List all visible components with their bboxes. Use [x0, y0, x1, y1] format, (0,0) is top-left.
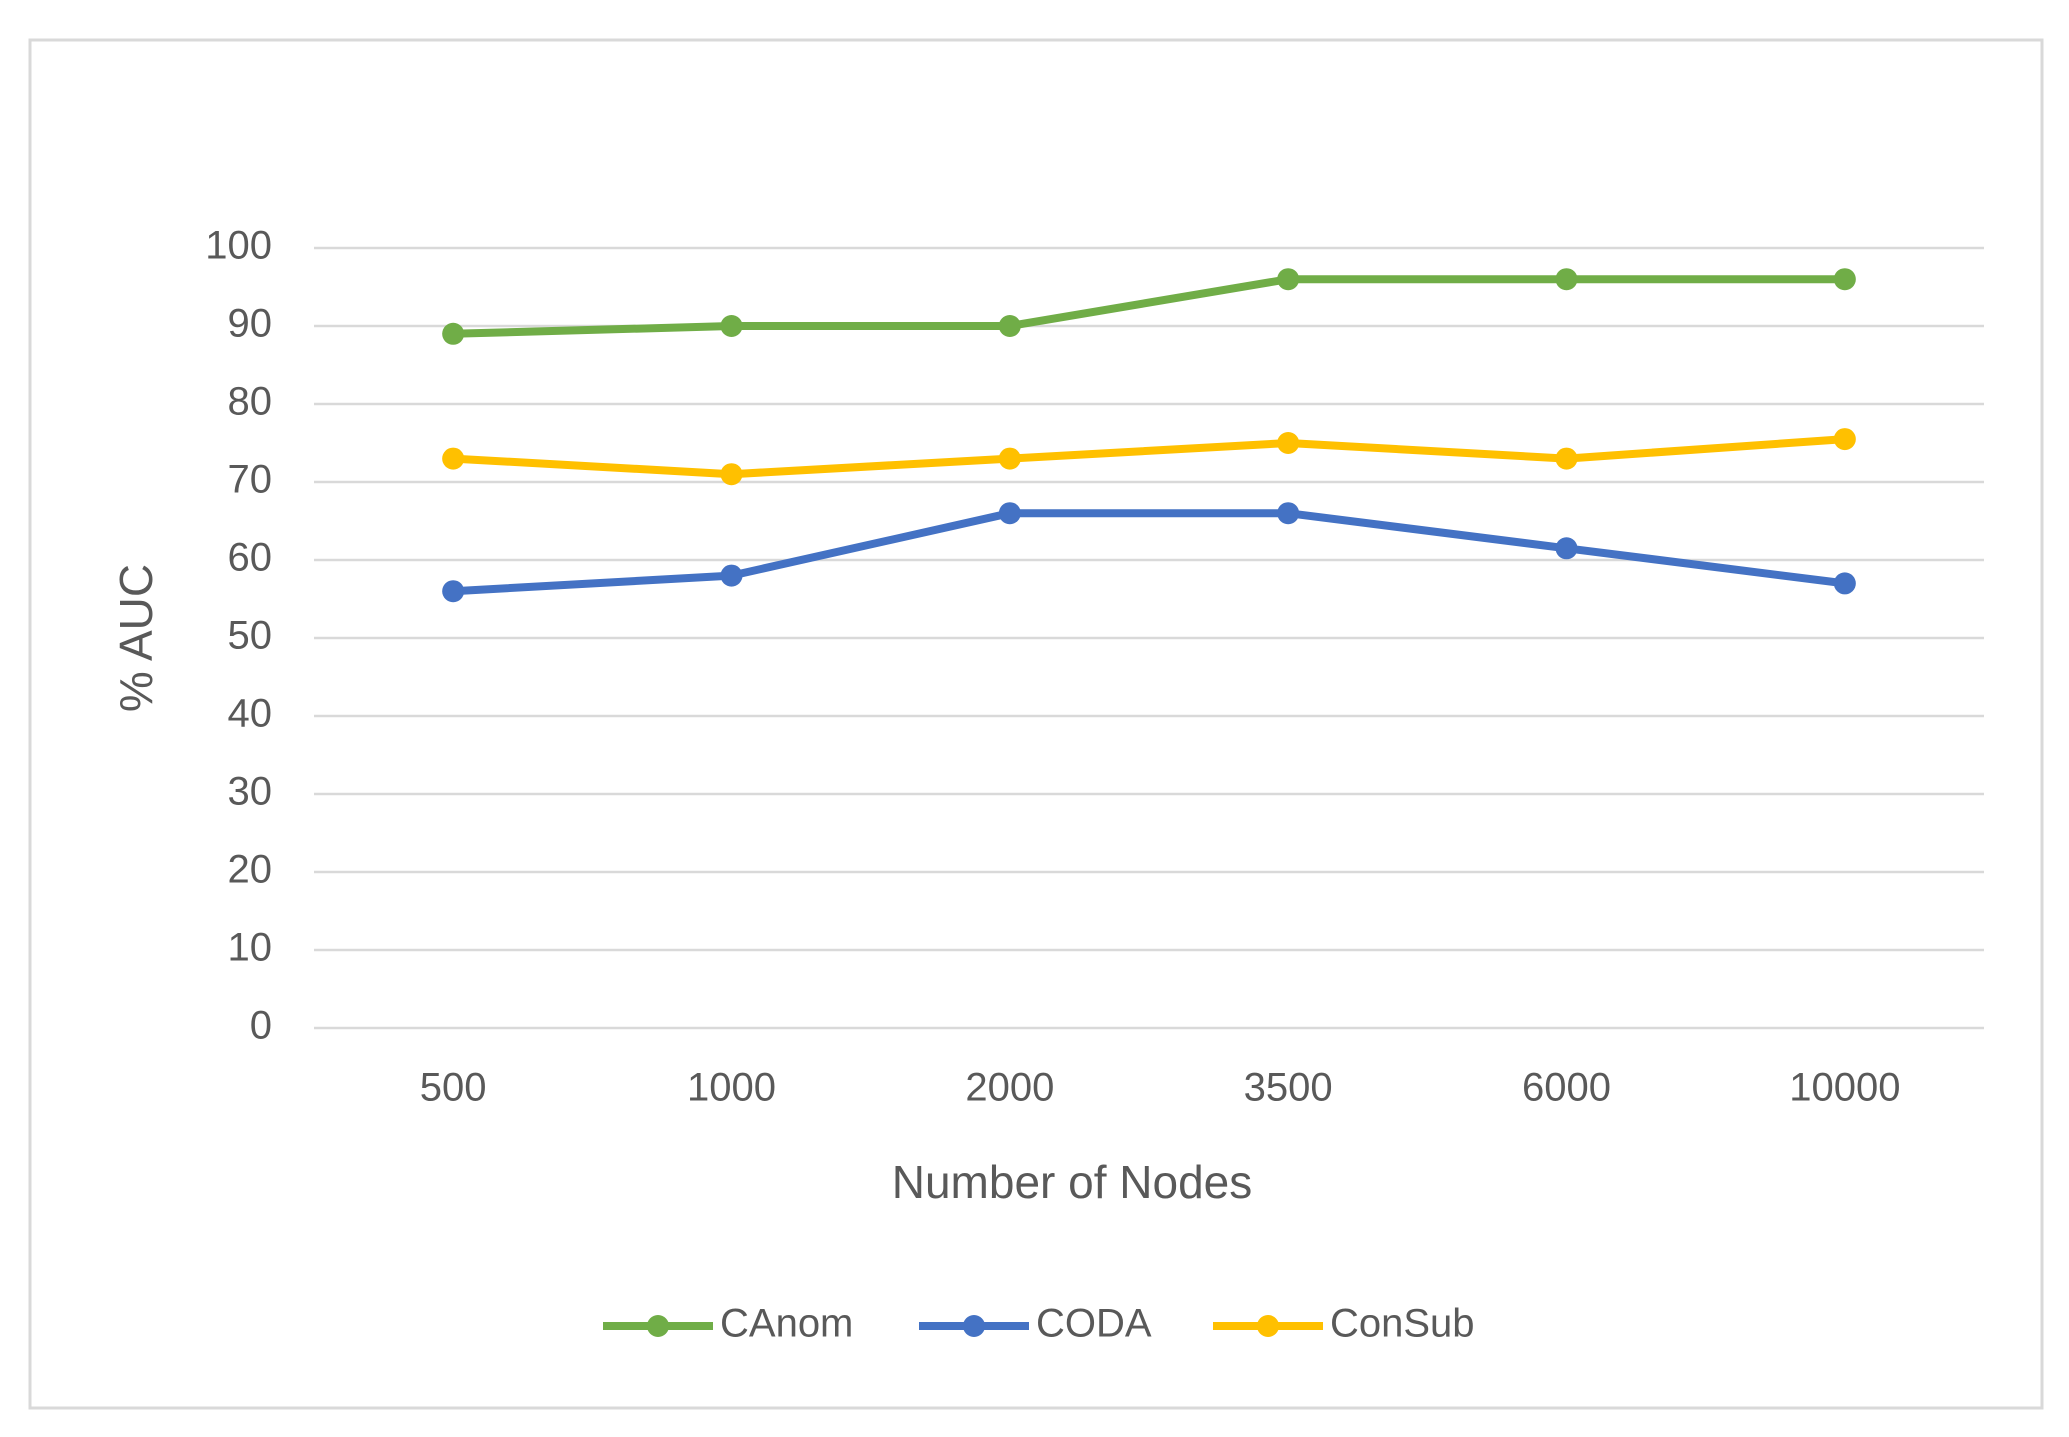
y-tick-label: 60 [228, 536, 273, 580]
x-tick-label: 1000 [687, 1066, 776, 1110]
data-point [1555, 447, 1578, 470]
series-line [452, 509, 1846, 596]
data-point [442, 322, 465, 345]
legend-label: CODA [1036, 1302, 1152, 1346]
data-point [1833, 268, 1856, 291]
y-tick-label: 50 [228, 614, 273, 658]
y-tick-label: 90 [228, 302, 273, 346]
x-tick-label: 10000 [1789, 1066, 1900, 1110]
legend-marker [963, 1315, 985, 1337]
data-point [998, 447, 1021, 470]
data-point [1277, 502, 1300, 525]
data-point [720, 315, 743, 337]
x-tick-label: 3500 [1244, 1066, 1333, 1110]
series-line [453, 275, 1845, 338]
legend-label: CAnom [720, 1302, 853, 1346]
data-point [998, 315, 1021, 337]
chart-border [28, 38, 2044, 1410]
x-axis-title: Number of Nodes [892, 1156, 1253, 1208]
data-point [1277, 268, 1300, 291]
data-point [442, 447, 465, 470]
y-axis-title: % AUC [110, 564, 162, 712]
y-tick-label: 30 [228, 770, 273, 814]
y-tick-label: 40 [228, 692, 273, 736]
data-point [720, 564, 743, 587]
series-line [452, 435, 1846, 479]
data-point [1833, 428, 1856, 451]
data-point [442, 580, 465, 603]
data-point [1277, 432, 1300, 454]
y-tick-label: 80 [228, 380, 273, 424]
y-tick-label: 0 [250, 1004, 272, 1048]
legend-marker [1257, 1315, 1279, 1337]
x-tick-label: 6000 [1522, 1066, 1611, 1110]
data-point [1555, 537, 1578, 560]
y-tick-label: 70 [228, 458, 273, 502]
data-point [1555, 268, 1578, 291]
y-tick-label: 10 [228, 926, 273, 970]
legend-marker [647, 1315, 669, 1337]
y-tick-label: 20 [228, 848, 273, 892]
x-tick-label: 500 [420, 1066, 487, 1110]
y-tick-label: 100 [205, 224, 272, 268]
x-tick-label: 2000 [965, 1066, 1054, 1110]
data-point [1833, 572, 1856, 595]
legend-label: ConSub [1330, 1302, 1475, 1346]
data-point [998, 502, 1021, 525]
data-point [720, 463, 743, 486]
